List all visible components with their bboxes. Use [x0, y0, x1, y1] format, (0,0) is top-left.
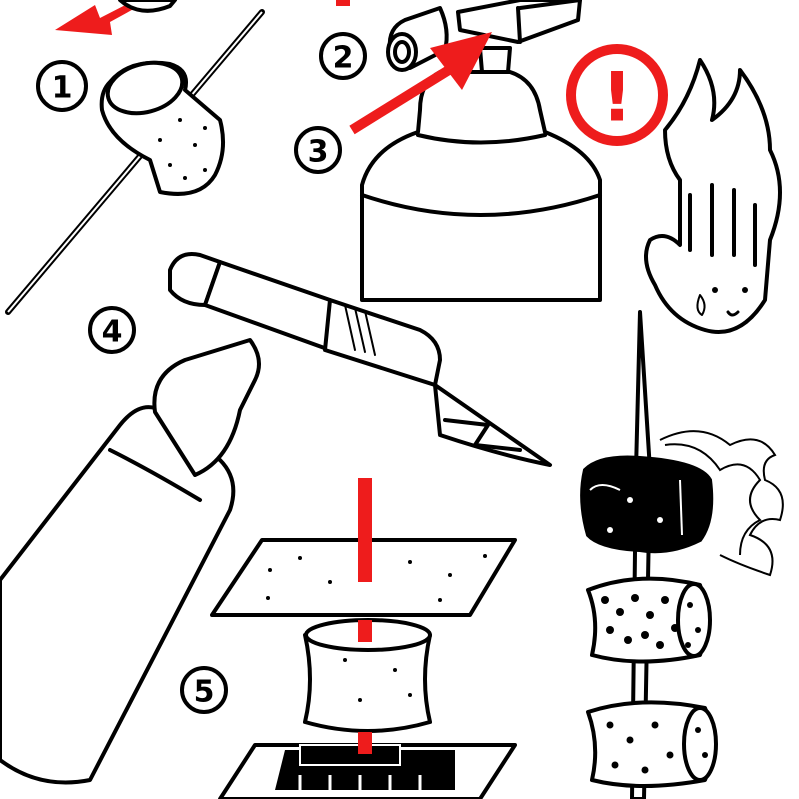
step3-badge: 3 [294, 126, 342, 174]
step1-number: 1 [52, 71, 73, 106]
step3-canister [360, 46, 602, 302]
step1-marshmallow-skewer [5, 9, 265, 315]
step5-number: 5 [194, 675, 215, 710]
speckles-upper [601, 594, 701, 649]
step3-arrow [349, 32, 492, 135]
step1-badge: 1 [36, 60, 88, 112]
step4-badge: 4 [88, 306, 136, 354]
speckles-lower [606, 721, 708, 774]
step4-number: 4 [102, 315, 123, 350]
top-left-arrow [55, 0, 177, 35]
step2-badge: 2 [319, 32, 367, 80]
step3-number: 3 [308, 135, 329, 170]
step2-number: 2 [333, 41, 354, 76]
warning-exclamation-icon: ! [566, 44, 668, 146]
warning-glyph: ! [601, 59, 632, 138]
toasting-skewer [580, 310, 784, 799]
step5-badge: 5 [180, 666, 228, 714]
step2-nozzle [336, 0, 582, 72]
burned-hand-icon [644, 58, 782, 334]
step4-torch [0, 252, 552, 785]
step5-assembly [210, 478, 517, 799]
